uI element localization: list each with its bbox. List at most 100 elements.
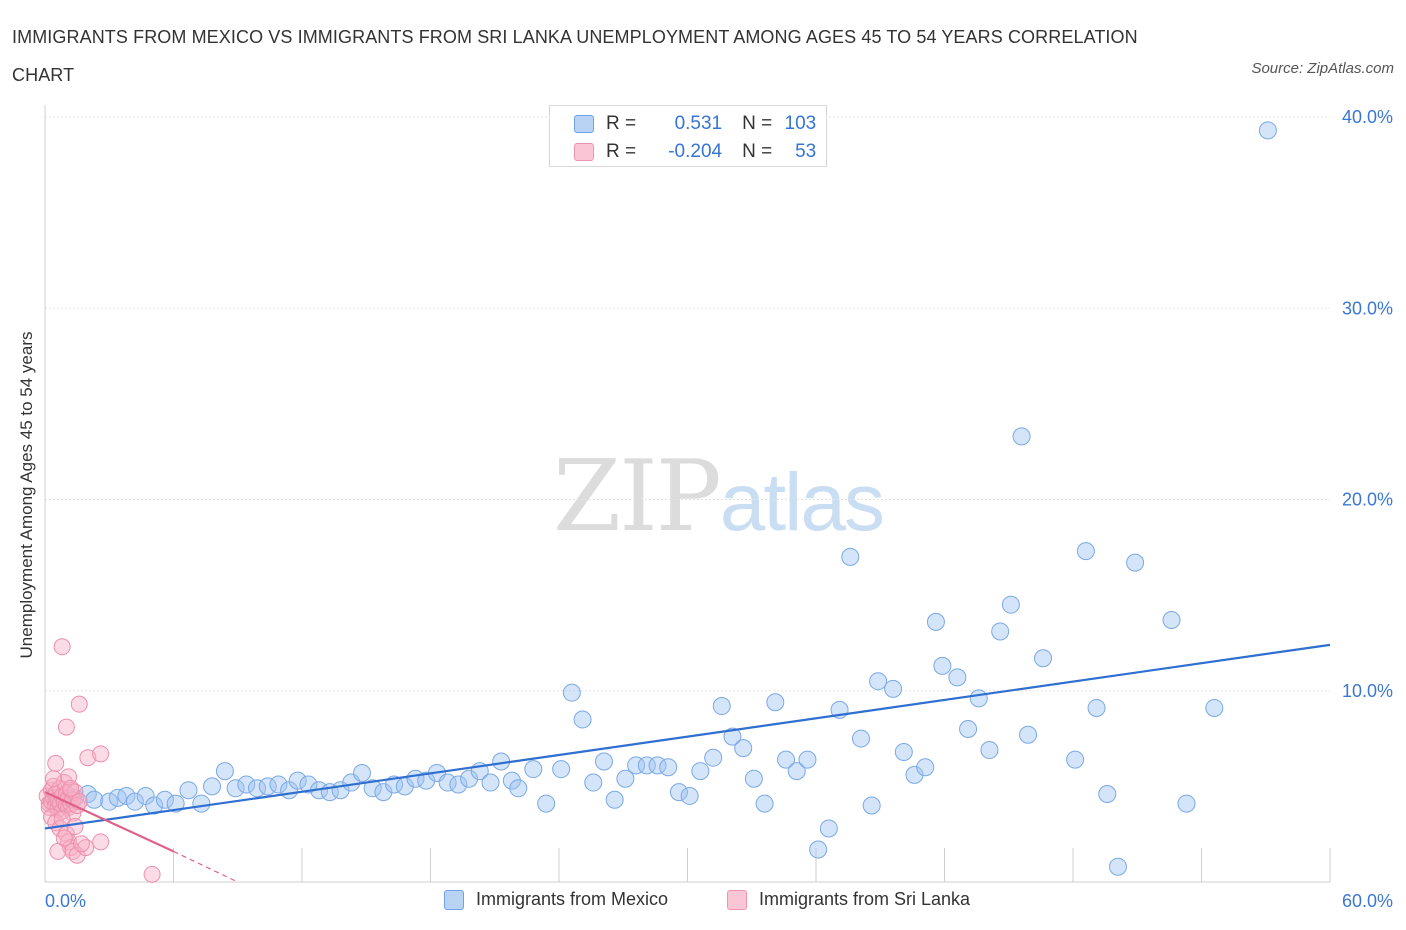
data-point-mexico (980, 741, 999, 760)
data-point-mexico (734, 739, 753, 758)
data-point-mexico (584, 773, 603, 792)
data-point-mexico (905, 765, 924, 784)
watermark-atlas: atlas (719, 457, 885, 548)
legend-item-sri-lanka[interactable]: Immigrants from Sri Lanka (727, 889, 970, 910)
y-tick-label: 10.0% (1342, 681, 1393, 701)
data-point-mexico (1162, 610, 1181, 629)
data-point-mexico (203, 777, 222, 796)
data-point-mexico (100, 792, 119, 811)
data-point-mexico (179, 781, 198, 800)
data-point-mexico (933, 656, 952, 675)
legend-r-label: R = (606, 141, 637, 162)
data-point-mexico (449, 775, 468, 794)
data-point-mexico (552, 760, 571, 779)
watermark-zip: ZIP (553, 440, 722, 554)
data-point-mexico (777, 750, 796, 769)
data-point-mexico (417, 771, 436, 790)
x-tick-label-max: 60.0% (1342, 891, 1393, 911)
series-mexico-points (46, 121, 1277, 876)
data-point-mexico (1177, 794, 1196, 813)
data-point-mexico (352, 763, 371, 782)
data-point-mexico (288, 771, 307, 790)
data-point-mexico (851, 729, 870, 748)
legend-n-label: N = (742, 113, 773, 134)
legend-n-value-mexico: 103 (784, 113, 817, 134)
data-point-mexico (841, 547, 860, 566)
data-point-mexico (460, 769, 479, 788)
data-point-mexico (1001, 595, 1020, 614)
data-point-mexico (755, 794, 774, 813)
data-point-mexico (712, 697, 731, 716)
legend-r-label: R = (606, 113, 637, 134)
data-point-mexico (1126, 553, 1145, 572)
data-point-mexico (1098, 785, 1117, 804)
data-point-mexico (1076, 542, 1095, 561)
y-tick-label: 30.0% (1342, 298, 1393, 318)
data-point-mexico (669, 783, 688, 802)
data-point-sri-lanka (57, 718, 75, 736)
data-point-mexico (1108, 857, 1127, 876)
data-point-mexico (573, 710, 592, 729)
series-sri-lanka-points (38, 638, 161, 883)
data-point-mexico (374, 783, 393, 802)
data-point-mexico (809, 840, 828, 859)
data-point-mexico (537, 794, 556, 813)
data-point-mexico (948, 668, 967, 687)
data-point-mexico (704, 748, 723, 767)
data-point-mexico (991, 622, 1010, 641)
data-point-sri-lanka (45, 770, 63, 788)
data-point-sri-lanka (92, 833, 110, 851)
correlation-legend: R = 0.531 N = 103 R = -0.204 N = 53 (549, 105, 827, 167)
data-point-mexico (1087, 698, 1106, 717)
trend-line-sri-lanka-extension (173, 850, 239, 883)
tick-labels: 10.0% 20.0% 30.0% 40.0% 0.0% 60.0% (45, 107, 1393, 911)
grid-lines (45, 116, 1330, 692)
data-point-mexico (1019, 725, 1038, 744)
data-point-mexico (1066, 750, 1085, 769)
data-point-sri-lanka (143, 865, 161, 883)
legend-n-label: N = (742, 141, 773, 162)
data-point-mexico (798, 750, 817, 769)
legend-item-mexico[interactable]: Immigrants from Mexico (444, 889, 668, 910)
data-point-mexico (627, 756, 646, 775)
data-point-mexico (691, 762, 710, 781)
legend-n-value-sri-lanka: 53 (795, 141, 817, 162)
data-point-mexico (85, 790, 104, 809)
legend-swatch-sri-lanka (574, 143, 594, 161)
data-point-sri-lanka (79, 749, 97, 767)
trend-line-sri-lanka (44, 791, 174, 853)
data-point-mexico (145, 796, 164, 815)
data-point-sri-lanka (55, 829, 73, 847)
y-tick-label: 40.0% (1342, 107, 1393, 127)
data-point-mexico (894, 742, 913, 761)
data-point-mexico (299, 775, 318, 794)
data-point-mexico (862, 796, 881, 815)
data-point-mexico (192, 794, 211, 813)
data-point-mexico (819, 819, 838, 838)
data-point-mexico (502, 771, 521, 790)
data-point-sri-lanka (47, 754, 65, 772)
data-point-mexico (594, 752, 613, 771)
data-point-mexico (916, 758, 935, 777)
chart-title: IMMIGRANTS FROM MEXICO VS IMMIGRANTS FRO… (12, 27, 1138, 85)
legend-row-mexico: R = 0.531 N = 103 (574, 111, 816, 137)
data-point-mexico (766, 693, 785, 712)
data-point-mexico (959, 720, 978, 738)
data-point-mexico (969, 689, 988, 708)
data-point-mexico (616, 769, 635, 788)
data-point-mexico (155, 790, 174, 809)
data-point-mexico (723, 727, 742, 746)
data-point-mexico (117, 786, 136, 805)
data-point-mexico (1258, 121, 1277, 140)
data-point-mexico (226, 779, 245, 798)
data-point-sri-lanka (62, 779, 80, 797)
data-point-mexico (787, 762, 806, 781)
legend-swatch-mexico (574, 115, 594, 133)
data-point-mexico (1034, 649, 1053, 668)
data-point-mexico (524, 760, 543, 779)
data-point-mexico (680, 786, 699, 805)
data-point-sri-lanka (53, 638, 71, 656)
x-tick-label-min: 0.0% (45, 891, 86, 911)
trend-line-mexico-group (44, 643, 1331, 830)
